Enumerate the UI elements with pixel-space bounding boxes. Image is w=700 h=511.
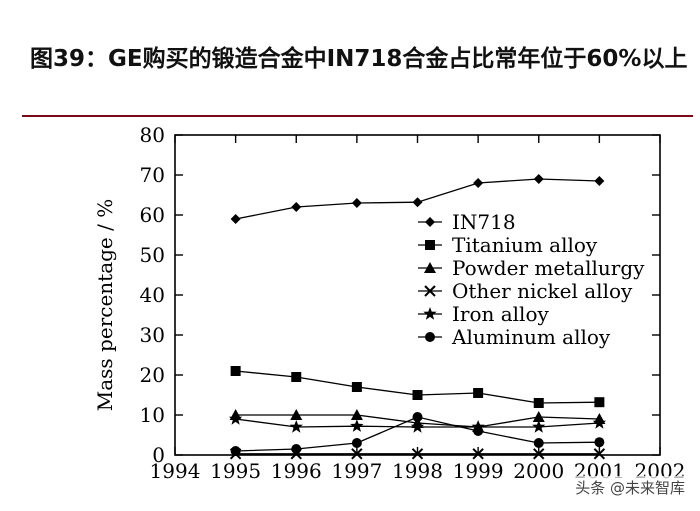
data-point (351, 382, 362, 392)
series-titanium-alloy (230, 366, 605, 408)
data-point (291, 444, 302, 454)
data-point (290, 409, 303, 420)
data-point-stroke (593, 448, 606, 460)
x-tick-label: 1996 (271, 459, 322, 483)
legend-label: Iron alloy (452, 302, 549, 326)
data-point (594, 176, 605, 186)
data-point (230, 214, 241, 224)
data-point (350, 419, 364, 432)
y-tick-label: 0 (152, 443, 165, 467)
series-aluminum-alloy (230, 412, 605, 456)
data-point-stroke (411, 448, 424, 460)
data-point (424, 262, 436, 273)
legend-entry: Aluminum alloy (418, 325, 611, 349)
data-point (533, 398, 544, 408)
watermark: 头条 @未来智库 (572, 476, 688, 499)
legend-entry: Iron alloy (418, 302, 549, 326)
data-point (425, 332, 435, 342)
x-tick-label: 2000 (513, 459, 564, 483)
data-point (533, 438, 544, 448)
data-point (291, 202, 302, 212)
data-point (473, 426, 484, 436)
series-layer (229, 174, 606, 460)
data-point-stroke (351, 448, 363, 460)
data-point (291, 372, 302, 382)
data-point (532, 411, 545, 422)
x-tick-label: 1995 (210, 459, 261, 483)
data-point (424, 285, 436, 297)
data-point (412, 197, 423, 208)
data-point (423, 307, 437, 320)
x-tick-label: 1997 (331, 459, 382, 483)
data-point (412, 412, 423, 422)
y-tick-label: 30 (140, 323, 165, 347)
data-point (351, 198, 362, 208)
data-point (533, 448, 545, 460)
legend-entry: Powder metallurgy (418, 256, 645, 280)
legend-entry: IN718 (418, 210, 516, 234)
y-tick-label: 10 (140, 403, 165, 427)
data-point (425, 240, 435, 250)
y-tick-label: 80 (140, 123, 165, 147)
title-divider (22, 115, 693, 117)
data-point-stroke (472, 448, 484, 460)
legend-label: Titanium alloy (452, 233, 598, 257)
data-point (592, 416, 606, 429)
legend-label: IN718 (452, 210, 516, 234)
data-point (472, 448, 484, 460)
y-tick-label: 50 (140, 243, 165, 267)
data-point (230, 446, 241, 456)
y-tick-label: 20 (140, 363, 165, 387)
data-point (593, 448, 606, 460)
data-point (410, 420, 425, 433)
y-tick-label: 40 (140, 283, 165, 307)
legend-label: Other nickel alloy (452, 279, 633, 303)
y-tick-label: 60 (140, 203, 165, 227)
legend-entry: Titanium alloy (418, 233, 598, 257)
y-tick-label: 70 (140, 163, 165, 187)
data-point (230, 366, 241, 376)
data-point (473, 388, 484, 398)
x-tick-label: 1994 (150, 459, 201, 483)
data-point (351, 448, 363, 460)
data-point (412, 390, 423, 400)
legend-label: Aluminum alloy (451, 325, 611, 349)
data-point (594, 437, 605, 448)
data-point (594, 397, 605, 408)
legend-label: Powder metallurgy (452, 256, 645, 280)
data-point (425, 217, 435, 227)
data-point (229, 412, 243, 425)
y-axis: 0 10 20 30 40 50 60 70 80 (140, 123, 660, 467)
data-point (289, 420, 303, 433)
data-point (411, 448, 424, 460)
data-point (533, 174, 544, 184)
series-iron-alloy (229, 412, 606, 433)
data-point-stroke (424, 285, 436, 297)
legend-entry: Other nickel alloy (418, 279, 633, 303)
y-axis-label: Mass percentage / % (93, 199, 117, 411)
data-point (473, 178, 484, 188)
data-point-stroke (533, 448, 545, 460)
figure-title: 图39：GE购买的锻造合金中IN718合金占比常年位于60%以上 (30, 46, 688, 72)
data-point (351, 438, 362, 448)
x-axis: 1994 1995 1996 1997 1998 1999 2000 2001 2002 (150, 135, 685, 483)
data-point (350, 409, 363, 420)
x-tick-label: 1998 (392, 459, 443, 483)
series-in718 (230, 174, 605, 224)
data-point (532, 420, 546, 433)
x-tick-label: 1999 (453, 459, 504, 483)
